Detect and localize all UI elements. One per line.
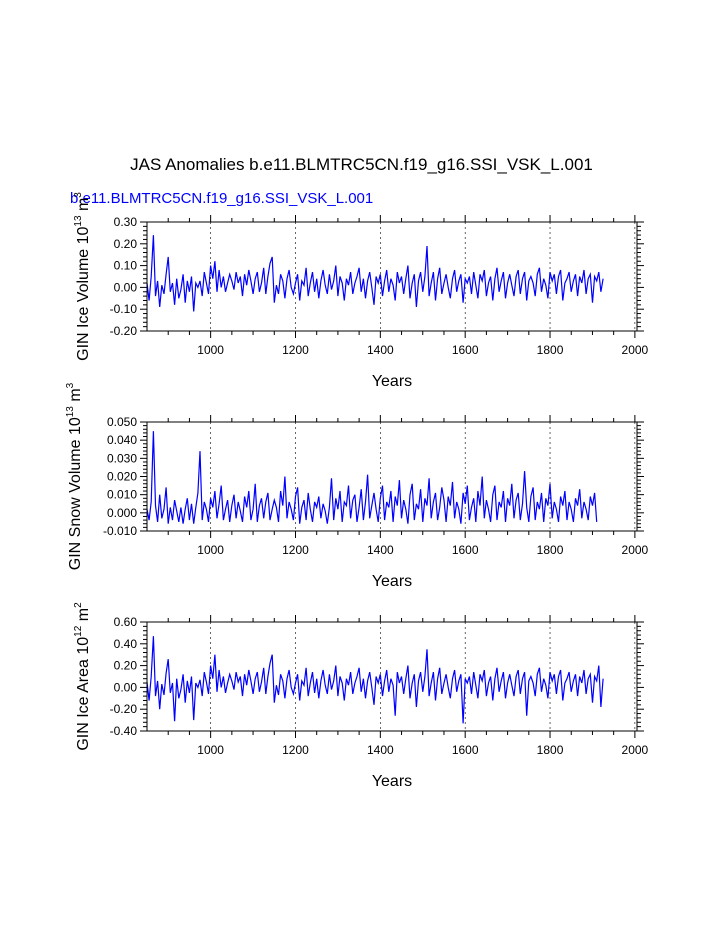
page-title: JAS Anomalies b.e11.BLMTRC5CN.f19_g16.SS… xyxy=(130,155,593,174)
x-tick-label: 1600 xyxy=(452,743,479,757)
x-tick-label: 1000 xyxy=(197,743,224,757)
y-tick-label: 0.040 xyxy=(107,433,137,447)
y-axis-title: GIN Ice Volume 1013 m3 xyxy=(73,192,92,361)
y-tick-label: -0.10 xyxy=(110,302,138,316)
x-tick-label: 1200 xyxy=(282,343,309,357)
y-axis-title: GIN Ice Area 1012 m2 xyxy=(73,602,92,751)
x-tick-label: 1600 xyxy=(452,343,479,357)
y-tick-label: 0.40 xyxy=(114,637,138,651)
plot-frame xyxy=(146,621,638,732)
x-tick-label: 2000 xyxy=(622,543,649,557)
series-line xyxy=(146,636,604,724)
ice-area-panel: 1000 1200 1400 1600 1800 2000 -0.40 -0.20 0.00 0.… xyxy=(73,602,649,790)
x-tick-label: 2000 xyxy=(622,743,649,757)
y-tick-label: 0.030 xyxy=(107,451,137,465)
y-tick-label: -0.010 xyxy=(103,524,137,538)
x-tick-label: 1200 xyxy=(282,543,309,557)
y-tick-label: 0.20 xyxy=(114,237,138,251)
x-tick-label: 1400 xyxy=(367,543,394,557)
y-tick-label: 0.050 xyxy=(107,415,137,429)
y-tick-label: 0.20 xyxy=(114,659,138,673)
series-line xyxy=(146,431,598,524)
y-tick-label: 0.30 xyxy=(114,215,138,229)
x-axis-title: Years xyxy=(372,373,412,390)
x-tick-label: 1400 xyxy=(367,743,394,757)
y-tick-label: 0.000 xyxy=(107,506,137,520)
y-tick-label: 0.00 xyxy=(114,680,138,694)
y-tick-label: -0.40 xyxy=(110,724,138,738)
x-axis-title: Years xyxy=(372,573,412,590)
x-tick-label: 1800 xyxy=(537,543,564,557)
y-tick-label: 0.60 xyxy=(114,615,138,629)
ice-volume-panel: 1000 1200 1400 1600 1800 2000 -0.20 -0.10 0.00 0.… xyxy=(73,192,649,390)
x-tick-label: 1200 xyxy=(282,743,309,757)
y-axis-title: GIN Snow Volume 1013 m3 xyxy=(65,382,84,570)
y-tick-label: 0.00 xyxy=(114,280,138,294)
y-tick-label: -0.20 xyxy=(110,324,138,338)
x-tick-label: 1600 xyxy=(452,543,479,557)
series-line xyxy=(146,235,604,312)
x-tick-label: 1000 xyxy=(197,343,224,357)
x-tick-label: 1800 xyxy=(537,743,564,757)
y-tick-label: 0.10 xyxy=(114,259,138,273)
y-tick-label: -0.20 xyxy=(110,702,138,716)
plot-frame xyxy=(146,221,638,332)
x-tick-label: 1800 xyxy=(537,343,564,357)
series-label: b.e11.BLMTRC5CN.f19_g16.SSI_VSK_L.001 xyxy=(70,190,374,207)
y-tick-label: 0.010 xyxy=(107,488,137,502)
x-axis-title: Years xyxy=(372,773,412,790)
x-tick-label: 1400 xyxy=(367,343,394,357)
x-tick-label: 1000 xyxy=(197,543,224,557)
y-tick-label: 0.020 xyxy=(107,470,137,484)
x-tick-label: 2000 xyxy=(622,343,649,357)
snow-volume-panel: 1000 1200 1400 1600 1800 2000 -0.010 0.000 0.010… xyxy=(65,382,649,590)
